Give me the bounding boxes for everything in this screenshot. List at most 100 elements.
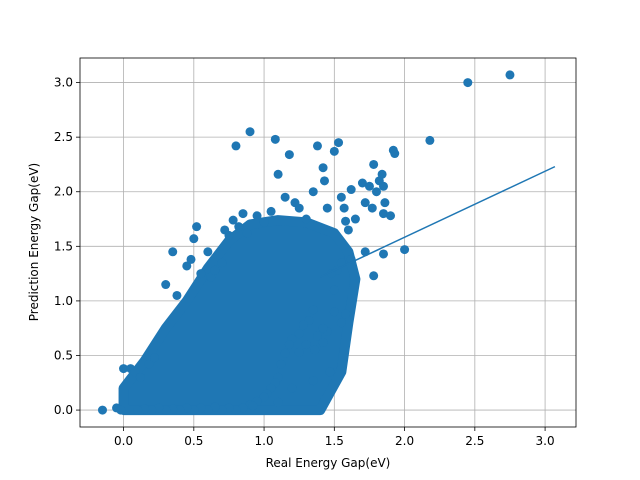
scatter-point [322, 203, 332, 213]
scatter-point [140, 404, 150, 414]
plot-frame [79, 57, 577, 428]
scatter-point [369, 159, 379, 169]
scatter-point [266, 206, 276, 216]
scatter-point [425, 135, 435, 145]
y-tick-label: 0.0 [54, 403, 73, 417]
x-tick-label: 0.5 [184, 434, 203, 448]
scatter-point [242, 228, 252, 238]
scatter-point [379, 181, 389, 191]
scatter-point [294, 329, 304, 339]
dense-point-cluster [118, 215, 361, 416]
scatter-point [168, 247, 178, 257]
x-tick-label: 2.5 [465, 434, 484, 448]
scatter-point [192, 222, 202, 232]
scatter-point [224, 403, 234, 413]
scatter-point [294, 203, 304, 213]
scatter-point [224, 230, 234, 240]
scatter-point [228, 215, 238, 225]
scatter-point [308, 376, 318, 386]
scatter-point [217, 258, 227, 268]
scatter-point [210, 265, 220, 275]
y-tick-label: 1.0 [54, 294, 73, 308]
scatter-point [336, 192, 346, 202]
scatter-point [294, 347, 304, 357]
y-axis-label: Prediction Energy Gap(eV) [27, 163, 41, 321]
scatter-point [369, 271, 379, 281]
scatter-point [287, 383, 297, 393]
y-tick-label: 0.5 [54, 348, 73, 362]
trend-line [319, 165, 556, 278]
scatter-point [189, 405, 199, 415]
scatter-point [371, 187, 381, 197]
scatter-point [168, 404, 178, 414]
scatter-point [273, 397, 283, 407]
scatter-point [357, 178, 367, 188]
y-tick-label: 3.0 [54, 76, 73, 90]
trend-line-group [319, 165, 556, 278]
scatter-point [380, 198, 390, 208]
scatter-point [312, 141, 322, 151]
scatter-point [400, 245, 410, 255]
dense-cluster-region [118, 215, 361, 416]
scatter-point [336, 318, 346, 328]
scatter-point [248, 401, 258, 411]
scatter-point [325, 367, 335, 377]
scatter-point [149, 353, 159, 363]
scatter-point [172, 290, 182, 300]
scatter-points [97, 70, 515, 415]
scatter-point [336, 258, 346, 268]
scatter-point [329, 146, 339, 156]
scatter-point [203, 405, 213, 415]
scatter-point [318, 323, 328, 333]
scatter-point [367, 203, 377, 213]
scatter-point [463, 78, 473, 88]
scatter-point [280, 192, 290, 202]
scatter-point [343, 225, 353, 235]
scatter-point [284, 150, 294, 160]
scatter-point [210, 402, 220, 412]
scatter-point [234, 222, 244, 232]
scatter-point [144, 359, 154, 369]
scatter-point [318, 163, 328, 173]
scatter-point [206, 272, 216, 282]
scatter-point [259, 392, 269, 402]
scatter-point [386, 211, 396, 221]
scatter-point [346, 185, 356, 195]
scatter-point [339, 203, 349, 213]
scatter-point [310, 345, 320, 355]
scatter-point [319, 176, 329, 186]
scatter-point [298, 320, 308, 330]
y-tick-label: 2.0 [54, 185, 73, 199]
scatter-point [97, 405, 107, 415]
scatter-point [318, 337, 328, 347]
scatter-point [154, 403, 164, 413]
scatter-point [161, 280, 171, 290]
scatter-point [116, 405, 126, 415]
scatter-point [133, 405, 143, 415]
scatter-point [350, 214, 360, 224]
scatter-point [259, 217, 269, 227]
scatter-point [238, 209, 248, 219]
scatter-point [119, 364, 129, 374]
scatter-point [390, 149, 400, 159]
x-axis-ticks: 0.0 0.5 1.0 1.5 2.0 2.5 3.0 [114, 427, 555, 448]
scatter-point [377, 169, 387, 179]
scatter-point [329, 285, 339, 295]
scatter-point [308, 187, 318, 197]
scatter-point [182, 403, 192, 413]
scatter-point [189, 234, 199, 244]
scatter-point [186, 254, 196, 264]
scatter-point [161, 405, 171, 415]
scatter-point [175, 405, 185, 415]
scatter-point [505, 70, 515, 80]
scatter-point [238, 403, 248, 413]
scatter-point [364, 181, 374, 191]
x-tick-label: 1.0 [255, 434, 274, 448]
scatter-point [130, 367, 140, 377]
y-tick-label: 2.5 [54, 130, 73, 144]
scatter-point [196, 403, 206, 413]
grid [80, 58, 576, 427]
y-axis-ticks: 0.0 0.5 1.0 1.5 2.0 2.5 3.0 [54, 76, 80, 417]
scatter-point [147, 405, 157, 415]
scatter-point [276, 359, 286, 369]
